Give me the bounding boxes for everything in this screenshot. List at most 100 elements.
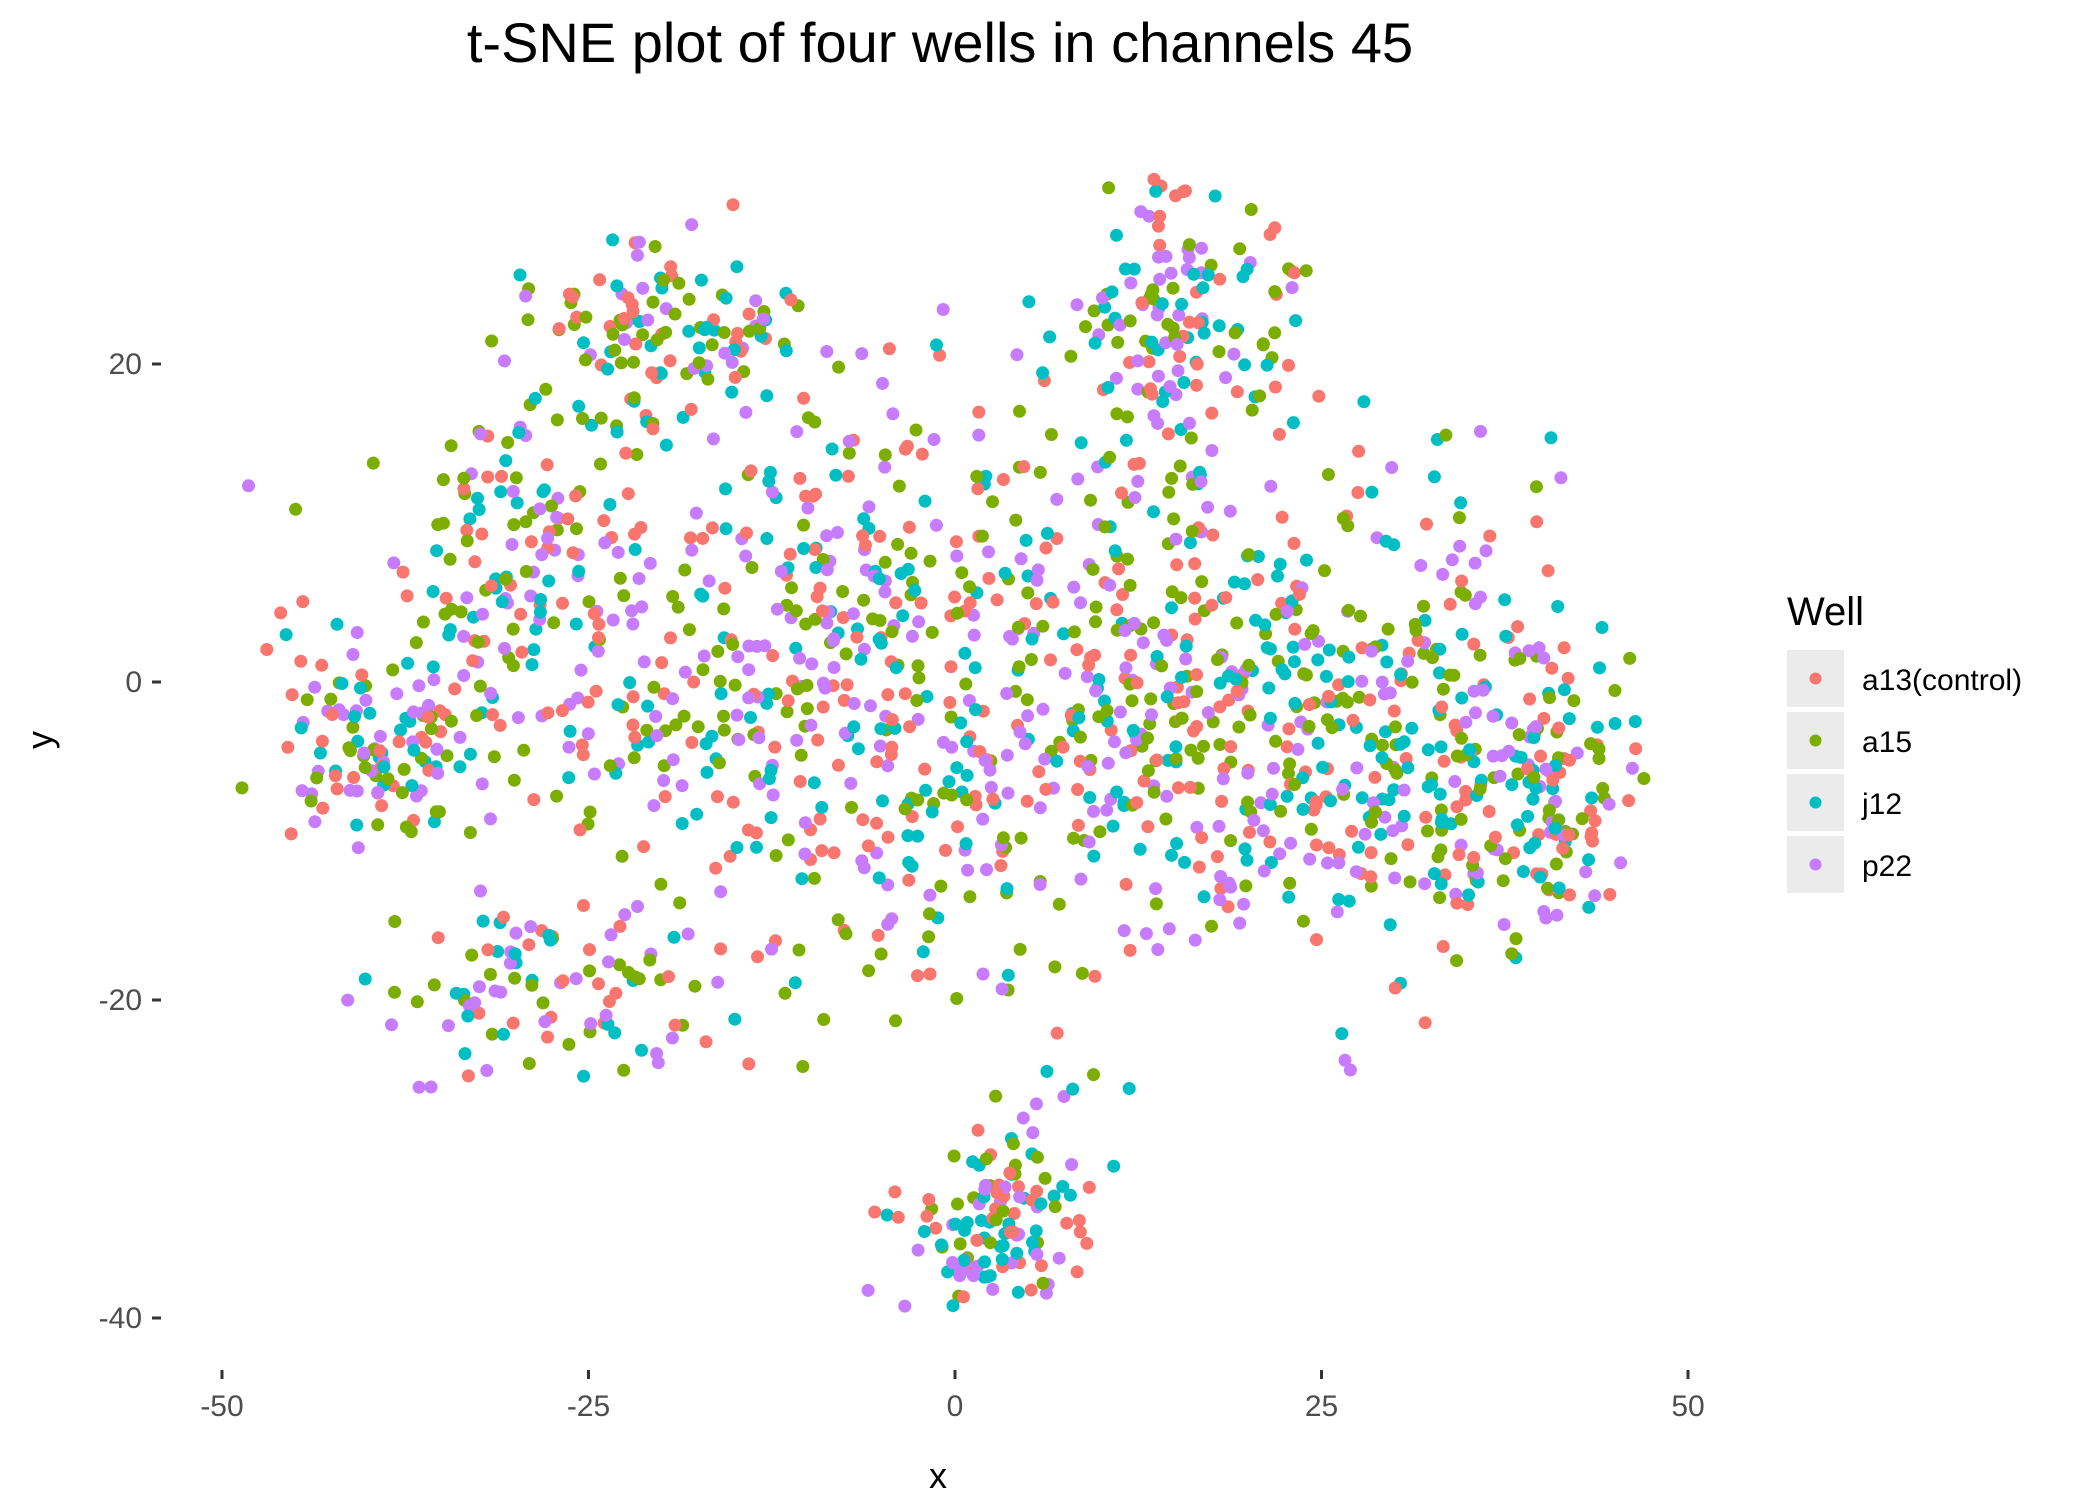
scatter-point xyxy=(1075,966,1089,980)
scatter-point xyxy=(1014,831,1028,845)
scatter-point xyxy=(1022,295,1036,309)
scatter-point xyxy=(1079,320,1092,334)
scatter-point xyxy=(635,600,649,614)
scatter-point xyxy=(632,572,646,585)
scatter-point xyxy=(1455,574,1469,588)
scatter-point xyxy=(766,649,780,663)
scatter-point xyxy=(579,310,593,324)
scatter-point xyxy=(662,970,675,984)
scatter-point xyxy=(908,584,922,597)
scatter-point xyxy=(1557,641,1571,655)
scatter-point xyxy=(1450,800,1464,814)
scatter-point xyxy=(1018,737,1032,751)
scatter-point xyxy=(960,768,974,782)
scatter-point xyxy=(677,709,691,723)
scatter-point xyxy=(400,589,414,603)
scatter-point xyxy=(847,720,861,734)
scatter-point xyxy=(497,1027,510,1041)
scatter-point xyxy=(725,355,739,369)
scatter-point xyxy=(1125,694,1139,708)
scatter-point xyxy=(1026,1126,1040,1140)
scatter-point xyxy=(608,1026,622,1040)
scatter-point xyxy=(1414,559,1428,572)
scatter-point xyxy=(990,1186,1004,1199)
scatter-point xyxy=(978,754,992,767)
scatter-point xyxy=(424,1080,438,1094)
scatter-point xyxy=(541,1030,554,1044)
scatter-point xyxy=(1436,940,1450,953)
scatter-point xyxy=(1116,588,1130,601)
scatter-point xyxy=(539,382,553,396)
scatter-point xyxy=(742,663,756,677)
scatter-point xyxy=(1349,865,1363,879)
scatter-point xyxy=(1245,403,1259,417)
scatter-point xyxy=(1385,461,1399,474)
scatter-point xyxy=(1516,865,1530,878)
scatter-point xyxy=(732,733,746,747)
scatter-point xyxy=(943,696,957,709)
scatter-point xyxy=(1048,960,1062,974)
scatter-point xyxy=(1088,336,1102,350)
scatter-point xyxy=(350,818,364,832)
scatter-point xyxy=(1552,721,1566,735)
scatter-point xyxy=(1340,695,1354,709)
scatter-point xyxy=(473,679,487,693)
scatter-point xyxy=(1280,740,1294,754)
scatter-point xyxy=(304,794,318,808)
scatter-point xyxy=(1215,794,1229,808)
scatter-point xyxy=(1592,742,1606,756)
scatter-point xyxy=(1178,855,1191,869)
scatter-point xyxy=(483,967,497,981)
scatter-point xyxy=(1280,604,1294,618)
scatter-point xyxy=(1240,262,1254,276)
scatter-point xyxy=(922,1193,936,1206)
scatter-point xyxy=(1239,879,1253,893)
scatter-point xyxy=(1155,297,1169,311)
scatter-point xyxy=(1060,1216,1074,1230)
scatter-point xyxy=(377,760,391,774)
scatter-point xyxy=(421,710,435,724)
scatter-point xyxy=(976,812,990,826)
scatter-point xyxy=(1275,510,1289,524)
scatter-point xyxy=(1352,444,1366,458)
scatter-point xyxy=(1530,515,1544,529)
scatter-point xyxy=(861,1283,875,1297)
scatter-point xyxy=(719,291,733,305)
scatter-point xyxy=(923,888,937,902)
scatter-point xyxy=(1302,698,1316,711)
scatter-point xyxy=(1596,781,1610,795)
scatter-point xyxy=(1147,172,1161,186)
scatter-point xyxy=(845,800,858,814)
scatter-point xyxy=(493,718,507,732)
scatter-point xyxy=(1387,538,1401,552)
scatter-point xyxy=(575,738,589,752)
scatter-point xyxy=(498,354,511,368)
scatter-point xyxy=(533,605,547,619)
scatter-point xyxy=(781,833,795,847)
scatter-point xyxy=(1167,512,1181,526)
scatter-point xyxy=(569,972,583,986)
scatter-point xyxy=(730,708,744,722)
scatter-point xyxy=(1082,658,1096,672)
scatter-point xyxy=(462,999,476,1013)
scatter-point xyxy=(375,799,389,813)
scatter-point xyxy=(371,818,385,832)
scatter-point xyxy=(923,554,937,568)
scatter-point xyxy=(901,829,915,843)
scatter-point xyxy=(1153,272,1167,286)
scatter-point xyxy=(1603,888,1617,901)
scatter-point xyxy=(836,585,850,598)
scatter-point xyxy=(1175,670,1188,684)
scatter-point xyxy=(957,1253,971,1267)
scatter-point xyxy=(1073,1225,1087,1239)
scatter-point xyxy=(673,896,687,910)
scatter-point xyxy=(1379,725,1392,739)
scatter-point xyxy=(1118,624,1132,637)
scatter-point xyxy=(1488,830,1502,844)
scatter-point xyxy=(1335,1027,1349,1041)
scatter-point xyxy=(1533,870,1547,884)
scatter-point xyxy=(1163,380,1177,393)
scatter-point xyxy=(570,522,583,536)
scatter-point xyxy=(1453,539,1467,553)
scatter-point xyxy=(671,600,685,614)
